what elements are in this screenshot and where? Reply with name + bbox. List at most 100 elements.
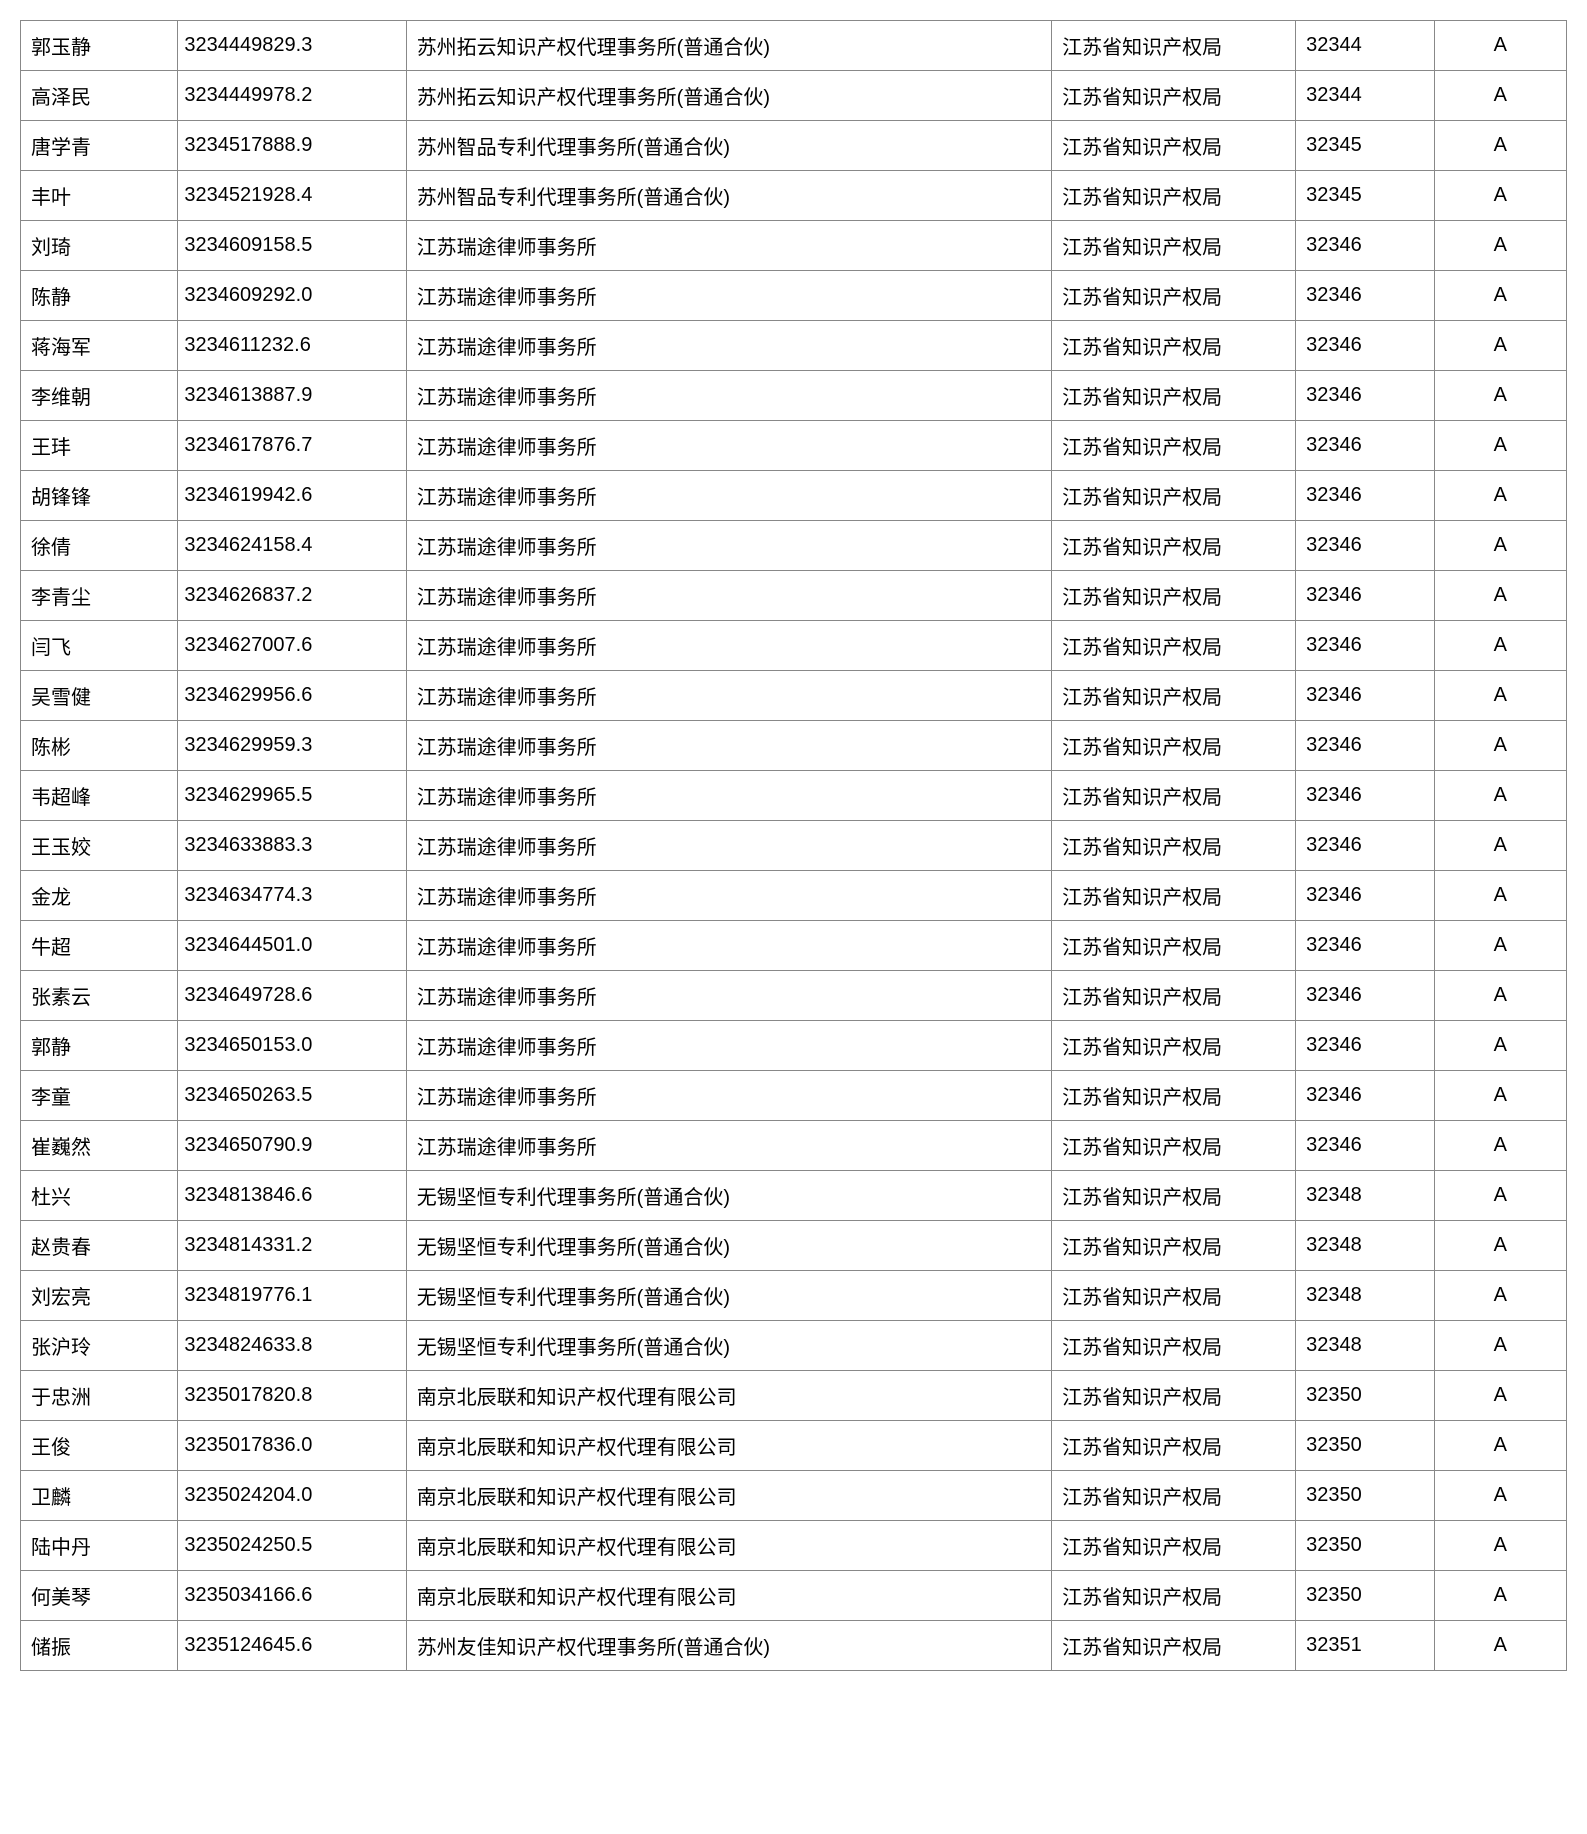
cell-id: 3234629959.3: [178, 721, 406, 771]
cell-name: 闫飞: [21, 621, 178, 671]
cell-name: 卫麟: [21, 1471, 178, 1521]
table-row: 赵贵春3234814331.2无锡坚恒专利代理事务所(普通合伙)江苏省知识产权局…: [21, 1221, 1567, 1271]
cell-grade: A: [1434, 271, 1566, 321]
table-row: 郭静3234650153.0江苏瑞途律师事务所江苏省知识产权局32346A: [21, 1021, 1567, 1071]
cell-bureau: 江苏省知识产权局: [1052, 971, 1296, 1021]
cell-name: 韦超峰: [21, 771, 178, 821]
cell-grade: A: [1434, 571, 1566, 621]
cell-name: 陆中丹: [21, 1521, 178, 1571]
cell-id: 3235017836.0: [178, 1421, 406, 1471]
cell-grade: A: [1434, 1221, 1566, 1271]
table-body: 郭玉静3234449829.3苏州拓云知识产权代理事务所(普通合伙)江苏省知识产…: [21, 21, 1567, 1671]
table-row: 郭玉静3234449829.3苏州拓云知识产权代理事务所(普通合伙)江苏省知识产…: [21, 21, 1567, 71]
table-row: 储振3235124645.6苏州友佳知识产权代理事务所(普通合伙)江苏省知识产权…: [21, 1621, 1567, 1671]
cell-code: 32345: [1296, 121, 1435, 171]
table-row: 张沪玲3234824633.8无锡坚恒专利代理事务所(普通合伙)江苏省知识产权局…: [21, 1321, 1567, 1371]
cell-name: 何美琴: [21, 1571, 178, 1621]
cell-name: 储振: [21, 1621, 178, 1671]
cell-name: 王玉姣: [21, 821, 178, 871]
cell-code: 32346: [1296, 371, 1435, 421]
cell-name: 李童: [21, 1071, 178, 1121]
cell-agency: 苏州智品专利代理事务所(普通合伙): [406, 171, 1051, 221]
table-row: 刘宏亮3234819776.1无锡坚恒专利代理事务所(普通合伙)江苏省知识产权局…: [21, 1271, 1567, 1321]
cell-grade: A: [1434, 171, 1566, 221]
cell-name: 胡锋锋: [21, 471, 178, 521]
cell-agency: 南京北辰联和知识产权代理有限公司: [406, 1471, 1051, 1521]
cell-id: 3235024204.0: [178, 1471, 406, 1521]
table-row: 徐倩3234624158.4江苏瑞途律师事务所江苏省知识产权局32346A: [21, 521, 1567, 571]
table-row: 丰叶3234521928.4苏州智品专利代理事务所(普通合伙)江苏省知识产权局3…: [21, 171, 1567, 221]
cell-name: 张素云: [21, 971, 178, 1021]
table-row: 唐学青3234517888.9苏州智品专利代理事务所(普通合伙)江苏省知识产权局…: [21, 121, 1567, 171]
cell-agency: 江苏瑞途律师事务所: [406, 921, 1051, 971]
cell-id: 3234624158.4: [178, 521, 406, 571]
cell-id: 3235024250.5: [178, 1521, 406, 1571]
table-row: 陆中丹3235024250.5南京北辰联和知识产权代理有限公司江苏省知识产权局3…: [21, 1521, 1567, 1571]
cell-bureau: 江苏省知识产权局: [1052, 1221, 1296, 1271]
cell-code: 32350: [1296, 1371, 1435, 1421]
table-row: 卫麟3235024204.0南京北辰联和知识产权代理有限公司江苏省知识产权局32…: [21, 1471, 1567, 1521]
cell-name: 张沪玲: [21, 1321, 178, 1371]
cell-agency: 无锡坚恒专利代理事务所(普通合伙): [406, 1271, 1051, 1321]
cell-agency: 江苏瑞途律师事务所: [406, 621, 1051, 671]
cell-code: 32346: [1296, 271, 1435, 321]
cell-bureau: 江苏省知识产权局: [1052, 521, 1296, 571]
cell-bureau: 江苏省知识产权局: [1052, 1521, 1296, 1571]
cell-agency: 南京北辰联和知识产权代理有限公司: [406, 1521, 1051, 1571]
table-row: 闫飞3234627007.6江苏瑞途律师事务所江苏省知识产权局32346A: [21, 621, 1567, 671]
cell-name: 崔巍然: [21, 1121, 178, 1171]
cell-name: 牛超: [21, 921, 178, 971]
cell-bureau: 江苏省知识产权局: [1052, 1121, 1296, 1171]
cell-grade: A: [1434, 1521, 1566, 1571]
cell-code: 32350: [1296, 1471, 1435, 1521]
cell-code: 32346: [1296, 971, 1435, 1021]
table-row: 蒋海军3234611232.6江苏瑞途律师事务所江苏省知识产权局32346A: [21, 321, 1567, 371]
cell-code: 32346: [1296, 1021, 1435, 1071]
cell-agency: 江苏瑞途律师事务所: [406, 1071, 1051, 1121]
cell-id: 3234613887.9: [178, 371, 406, 421]
cell-code: 32346: [1296, 621, 1435, 671]
table-row: 何美琴3235034166.6南京北辰联和知识产权代理有限公司江苏省知识产权局3…: [21, 1571, 1567, 1621]
cell-code: 32351: [1296, 1621, 1435, 1671]
cell-id: 3234649728.6: [178, 971, 406, 1021]
cell-agency: 江苏瑞途律师事务所: [406, 521, 1051, 571]
cell-grade: A: [1434, 1471, 1566, 1521]
cell-grade: A: [1434, 1171, 1566, 1221]
cell-grade: A: [1434, 371, 1566, 421]
cell-id: 3234626837.2: [178, 571, 406, 621]
table-row: 李童3234650263.5江苏瑞途律师事务所江苏省知识产权局32346A: [21, 1071, 1567, 1121]
cell-grade: A: [1434, 21, 1566, 71]
cell-bureau: 江苏省知识产权局: [1052, 571, 1296, 621]
cell-bureau: 江苏省知识产权局: [1052, 1021, 1296, 1071]
cell-grade: A: [1434, 1321, 1566, 1371]
cell-code: 32346: [1296, 221, 1435, 271]
cell-name: 唐学青: [21, 121, 178, 171]
cell-grade: A: [1434, 421, 1566, 471]
cell-grade: A: [1434, 621, 1566, 671]
cell-name: 郭玉静: [21, 21, 178, 71]
cell-name: 李维朝: [21, 371, 178, 421]
cell-code: 32346: [1296, 771, 1435, 821]
cell-bureau: 江苏省知识产权局: [1052, 1171, 1296, 1221]
cell-name: 李青尘: [21, 571, 178, 621]
cell-agency: 无锡坚恒专利代理事务所(普通合伙): [406, 1221, 1051, 1271]
cell-id: 3234629965.5: [178, 771, 406, 821]
cell-name: 丰叶: [21, 171, 178, 221]
cell-grade: A: [1434, 521, 1566, 571]
table-row: 崔巍然3234650790.9江苏瑞途律师事务所江苏省知识产权局32346A: [21, 1121, 1567, 1171]
cell-agency: 苏州拓云知识产权代理事务所(普通合伙): [406, 71, 1051, 121]
cell-id: 3235034166.6: [178, 1571, 406, 1621]
cell-code: 32346: [1296, 571, 1435, 621]
cell-bureau: 江苏省知识产权局: [1052, 821, 1296, 871]
cell-id: 3234629956.6: [178, 671, 406, 721]
cell-bureau: 江苏省知识产权局: [1052, 221, 1296, 271]
cell-bureau: 江苏省知识产权局: [1052, 421, 1296, 471]
cell-name: 赵贵春: [21, 1221, 178, 1271]
cell-id: 3235124645.6: [178, 1621, 406, 1671]
cell-agency: 无锡坚恒专利代理事务所(普通合伙): [406, 1171, 1051, 1221]
cell-name: 王俊: [21, 1421, 178, 1471]
cell-id: 3234449978.2: [178, 71, 406, 121]
cell-id: 3234521928.4: [178, 171, 406, 221]
data-table: 郭玉静3234449829.3苏州拓云知识产权代理事务所(普通合伙)江苏省知识产…: [20, 20, 1567, 1671]
cell-agency: 江苏瑞途律师事务所: [406, 721, 1051, 771]
